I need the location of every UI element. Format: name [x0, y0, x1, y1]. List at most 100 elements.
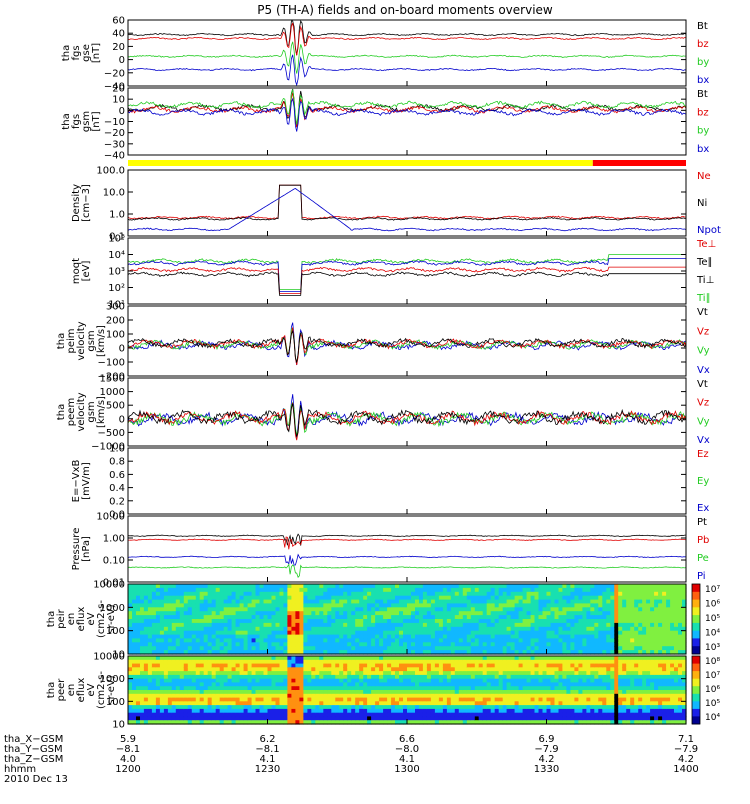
spectrogram-cell	[244, 667, 249, 671]
spectrogram-cell	[240, 584, 245, 589]
spectrogram-cell	[299, 638, 304, 643]
spectrogram-cell	[590, 615, 595, 620]
spectrogram-cell	[582, 646, 587, 651]
spectrogram-cell	[570, 646, 575, 651]
spectrogram-cell	[650, 596, 655, 601]
spectrogram-cell	[395, 656, 400, 660]
spectrogram-cell	[427, 607, 432, 612]
spectrogram-cell	[562, 631, 567, 636]
spectrogram-cell	[535, 611, 540, 616]
spectrogram-cell	[602, 588, 607, 593]
spectrogram-cell	[555, 709, 560, 713]
spectrogram-cell	[467, 642, 472, 647]
spectrogram-cell	[303, 619, 308, 624]
spectrogram-cell	[423, 671, 428, 675]
spectrogram-cell	[295, 675, 300, 679]
spectrogram-cell	[244, 690, 249, 694]
spectrogram-cell	[319, 592, 324, 597]
spectrogram-cell	[244, 642, 249, 647]
spectrogram-cell	[634, 627, 639, 632]
spectrogram-cell	[212, 592, 217, 597]
spectrogram-cell	[439, 701, 444, 705]
spectrogram-cell	[551, 623, 556, 628]
spectrogram-cell	[379, 584, 384, 589]
spectrogram-cell	[415, 596, 420, 601]
legend-entry: Ey	[697, 476, 709, 487]
spectrogram-cell	[232, 627, 237, 632]
spectrogram-cell	[311, 682, 316, 686]
spectrogram-cell	[164, 646, 169, 651]
spectrogram-cell	[622, 592, 627, 597]
spectrogram-cell	[471, 619, 476, 624]
spectrogram-cell	[451, 603, 456, 608]
spectrogram-cell	[236, 682, 241, 686]
spectrogram-cell	[415, 686, 420, 690]
spectrogram-cell	[547, 686, 552, 690]
spectrogram-cell	[407, 671, 412, 675]
spectrogram-cell	[638, 611, 643, 616]
spectrogram-cell	[331, 709, 336, 713]
spectrogram-cell	[283, 686, 288, 690]
spectrogram-cell	[136, 694, 141, 698]
spectrogram-cell	[507, 682, 512, 686]
spectrogram-cell	[260, 660, 265, 664]
spectrogram-cell	[598, 588, 603, 593]
spectrogram-cell	[343, 607, 348, 612]
spectrogram-cell	[435, 709, 440, 713]
spectrogram-cell	[283, 667, 288, 671]
spectrogram-cell	[415, 611, 420, 616]
spectrogram-cell	[232, 638, 237, 643]
spectrogram-cell	[463, 660, 468, 664]
spectrogram-cell	[650, 603, 655, 608]
mode-bar	[128, 160, 686, 166]
spectrogram-cell	[176, 671, 181, 675]
spectrogram-cell	[574, 646, 579, 651]
spectrogram-cell	[323, 638, 328, 643]
spectrogram-cell	[519, 682, 524, 686]
spectrogram-cell	[427, 592, 432, 597]
spectrogram-cell	[268, 656, 273, 660]
spectrogram-cell	[594, 584, 599, 589]
spectrogram-cell	[403, 709, 408, 713]
spectrogram-cell	[527, 631, 532, 636]
spectrogram-cell	[343, 592, 348, 597]
spectrogram-cell	[654, 638, 659, 643]
spectrogram-cell	[299, 607, 304, 612]
spectrogram-cell	[547, 690, 552, 694]
spectrogram-cell	[487, 607, 492, 612]
spectrogram-cell	[347, 627, 352, 632]
spectrogram-cell	[327, 631, 332, 636]
spectrogram-cell	[216, 671, 221, 675]
spectrogram-cell	[578, 701, 583, 705]
spectrogram-cell	[451, 682, 456, 686]
spectrogram-cell	[598, 656, 603, 660]
spectrogram-cell	[204, 690, 209, 694]
colorbar-swatch	[692, 592, 700, 600]
spectrogram-cell	[260, 675, 265, 679]
spectrogram-cell	[578, 709, 583, 713]
spectrogram-cell	[594, 646, 599, 651]
spectrogram-cell	[276, 603, 281, 608]
spectrogram-cell	[515, 646, 520, 651]
spectrogram-cell	[343, 675, 348, 679]
spectrogram-cell	[551, 584, 556, 589]
spectrogram-cell	[319, 709, 324, 713]
spectrogram-cell	[355, 607, 360, 612]
spectrogram-cell	[622, 615, 627, 620]
spectrogram-cell	[176, 656, 181, 660]
spectrogram-cell	[551, 646, 556, 651]
spectrogram-cell	[562, 646, 567, 651]
spectrogram-cell	[570, 607, 575, 612]
spectrogram-cell	[204, 667, 209, 671]
spectrogram-cell	[515, 656, 520, 660]
spectrogram-cell	[618, 603, 623, 608]
spectrogram-cell	[491, 656, 496, 660]
spectrogram-cell	[148, 611, 153, 616]
spectrogram-cell	[578, 690, 583, 694]
spectrogram-cell	[511, 682, 516, 686]
spectrogram-cell	[658, 592, 663, 597]
spectrogram-cell	[371, 592, 376, 597]
